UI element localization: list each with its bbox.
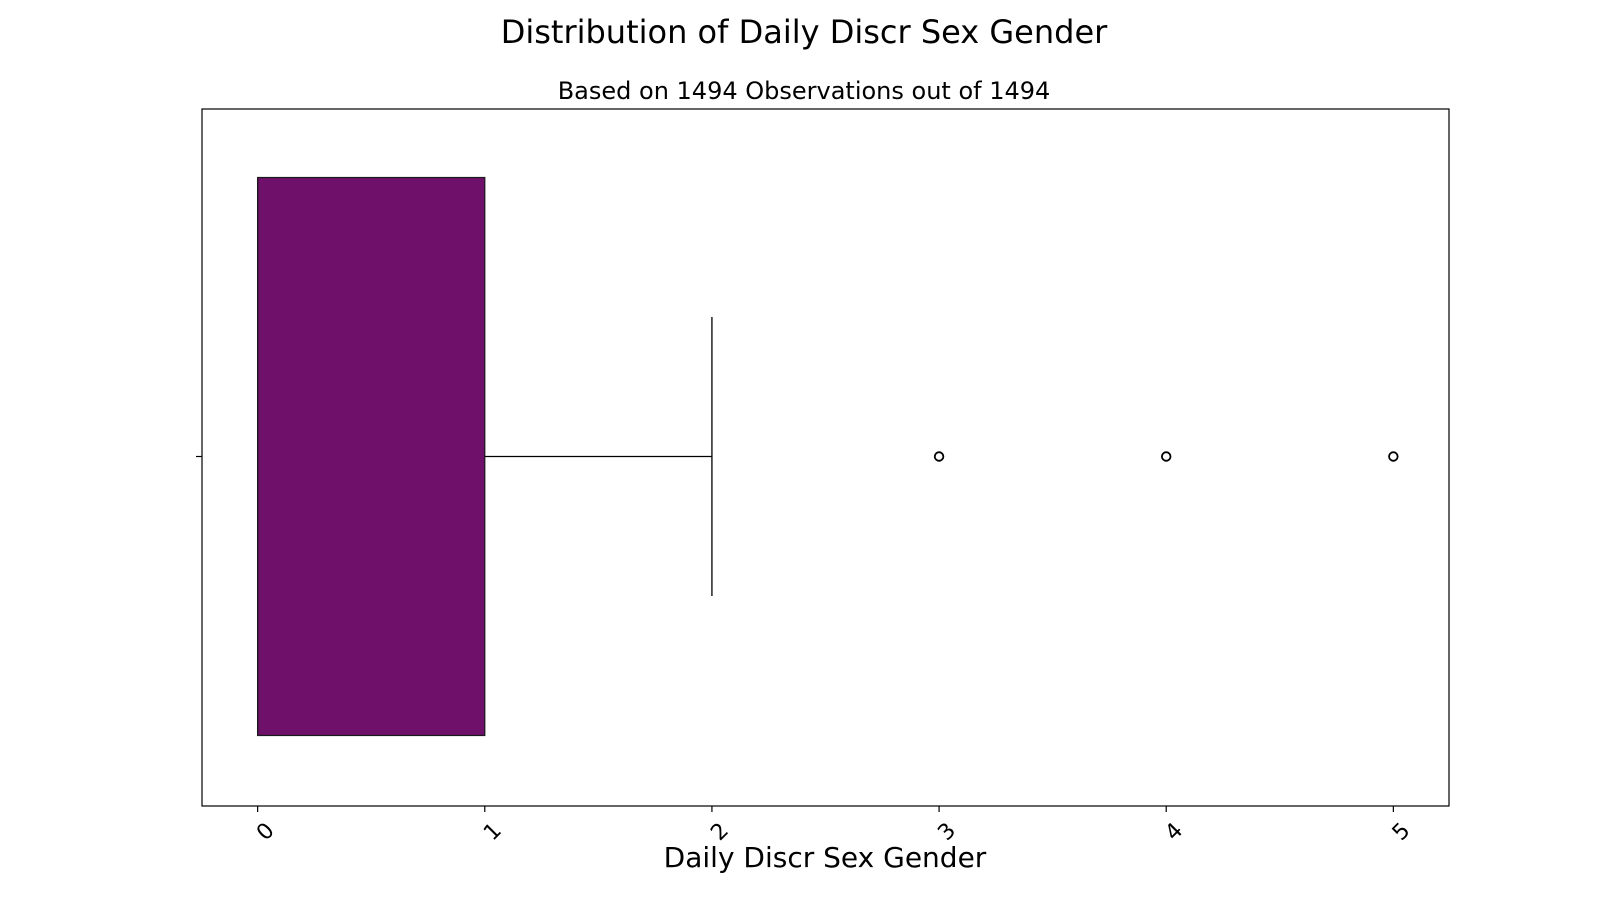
x-axis-label: Daily Discr Sex Gender [664, 841, 987, 874]
outlier-point [1161, 451, 1172, 462]
x-tick-label: 5 [1388, 818, 1416, 846]
plot-area-frame [201, 108, 1450, 807]
x-tick-label: 0 [252, 818, 280, 846]
outlier-point [1388, 451, 1399, 462]
outlier-points [933, 451, 1399, 462]
chart-title: Distribution of Daily Discr Sex Gender [501, 13, 1108, 51]
box-iqr [257, 176, 486, 737]
outlier-point [933, 451, 945, 462]
x-tick-label: 4 [1161, 818, 1189, 846]
chart-subtitle: Based on 1494 Observations out of 1494 [558, 77, 1051, 105]
x-tick-label: 1 [479, 818, 507, 846]
